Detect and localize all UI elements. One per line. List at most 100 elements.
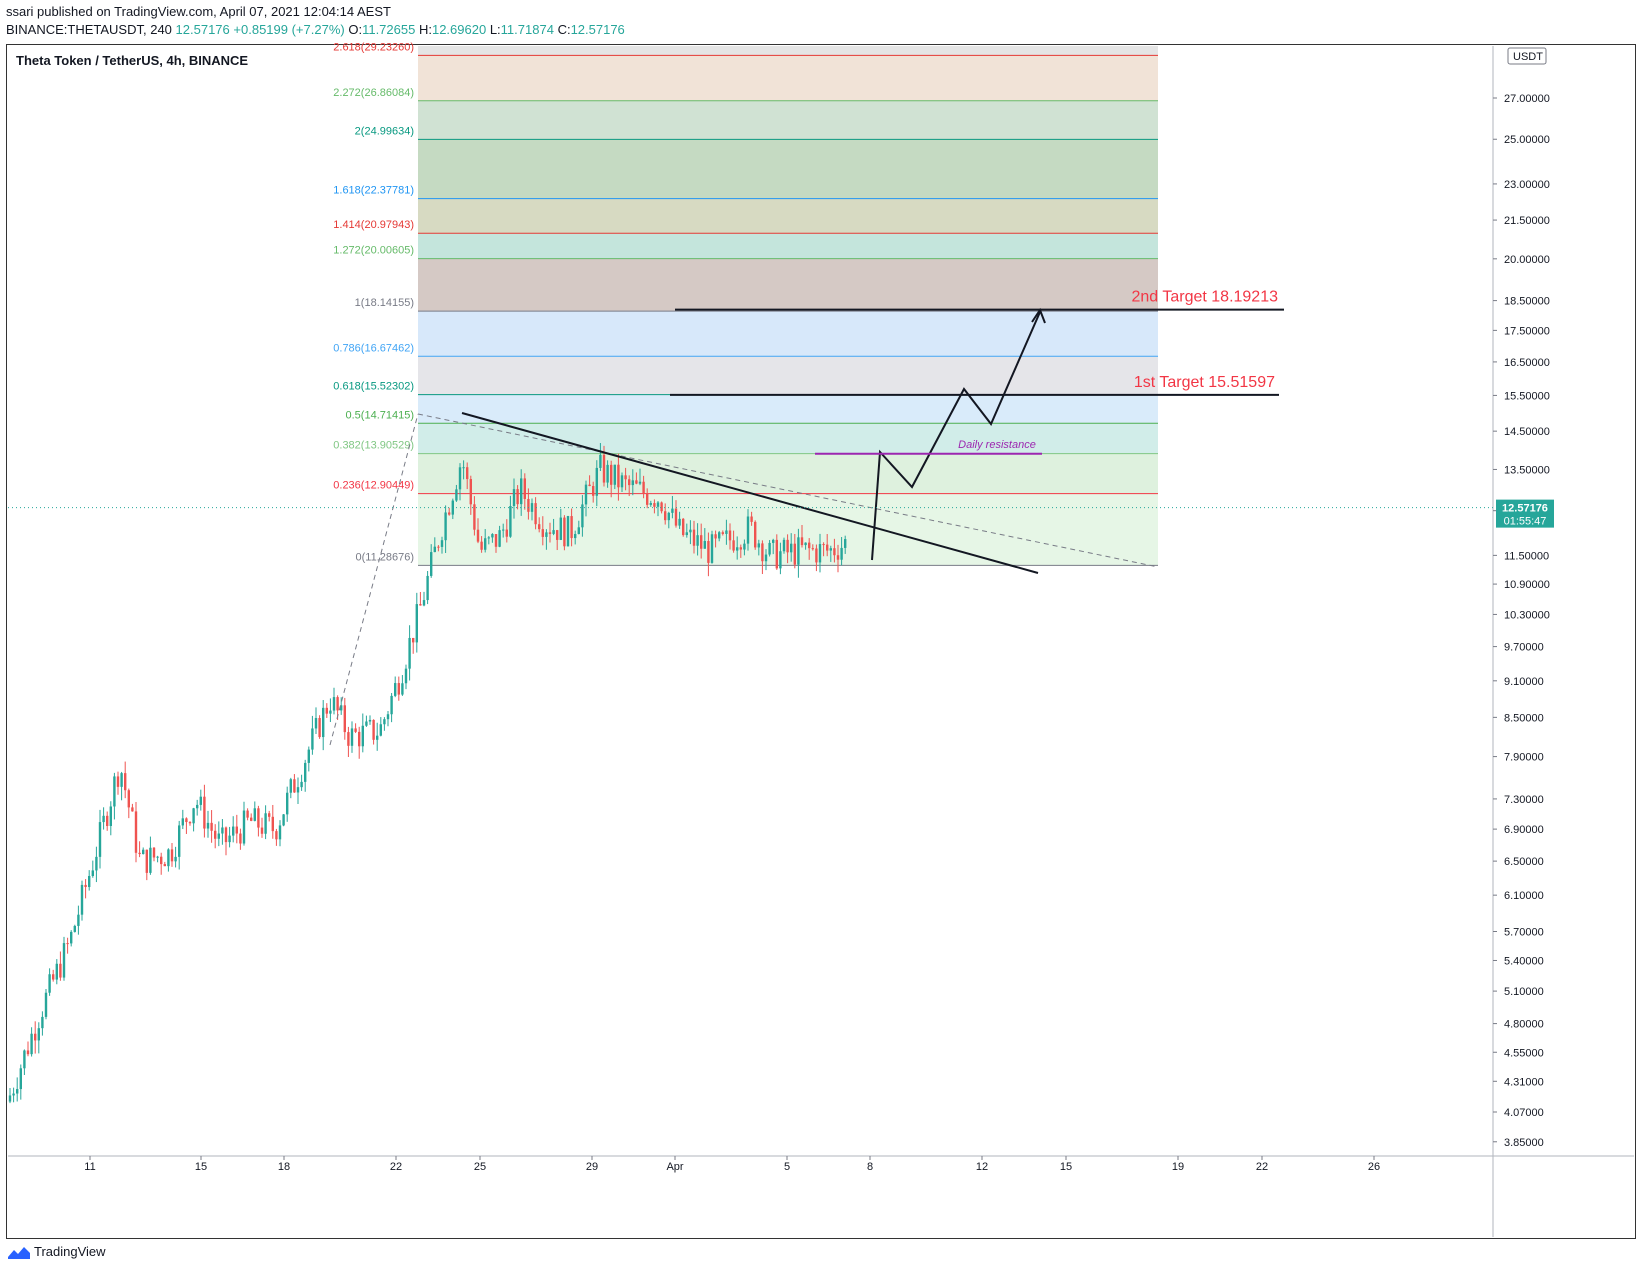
candle-body bbox=[16, 1089, 19, 1094]
candle-body bbox=[610, 464, 613, 485]
x-tick-label: 12 bbox=[976, 1161, 988, 1173]
descending-trendline[interactable] bbox=[461, 412, 1039, 574]
candle-body bbox=[757, 543, 760, 548]
candle-body bbox=[419, 604, 422, 606]
candle-body bbox=[703, 541, 706, 549]
footer-brand[interactable]: TradingView bbox=[8, 1244, 106, 1259]
second-target-label: 2nd Target 18.19213 bbox=[1132, 289, 1279, 306]
candle-body bbox=[545, 532, 548, 537]
candle-body bbox=[84, 884, 87, 888]
candle-body bbox=[304, 762, 307, 782]
y-tick-label: 7.90000 bbox=[1504, 752, 1544, 764]
candle-body bbox=[653, 503, 656, 507]
candle-body bbox=[613, 464, 616, 485]
candle-body bbox=[26, 1050, 30, 1055]
candle-body bbox=[682, 518, 685, 536]
candle-body bbox=[412, 637, 415, 643]
chart-frame bbox=[6, 44, 1636, 1239]
candle-body bbox=[224, 827, 228, 843]
candle-body bbox=[347, 732, 350, 746]
candle-body bbox=[210, 822, 213, 831]
candle-body bbox=[275, 831, 278, 840]
candle-body bbox=[599, 454, 602, 468]
fib-band bbox=[418, 423, 1158, 454]
candle-body bbox=[12, 1093, 15, 1096]
first-target-label: 1st Target 15.51597 bbox=[1134, 374, 1275, 391]
candle-body bbox=[138, 852, 141, 855]
candle-body bbox=[336, 697, 339, 711]
high-label: H: bbox=[418, 22, 432, 37]
candle-body bbox=[199, 796, 202, 805]
y-tick-label: 21.50000 bbox=[1504, 215, 1550, 227]
fib-band bbox=[418, 356, 1158, 395]
candle-body bbox=[800, 537, 804, 546]
candle-body bbox=[484, 538, 487, 550]
candle-body bbox=[498, 530, 501, 547]
candle-body bbox=[8, 1095, 12, 1102]
candle-body bbox=[124, 773, 127, 791]
candle-body bbox=[466, 467, 469, 480]
candle-body bbox=[620, 475, 624, 488]
candle-body bbox=[818, 544, 822, 563]
candle-body bbox=[235, 826, 238, 834]
y-tick-label: 10.30000 bbox=[1504, 609, 1550, 621]
high-value: 12.69620 bbox=[431, 22, 487, 37]
candle-body bbox=[232, 826, 235, 836]
candle-body bbox=[574, 534, 577, 539]
candle-body bbox=[260, 827, 264, 834]
candle-body bbox=[95, 856, 98, 871]
candle-body bbox=[736, 547, 739, 551]
fib-band bbox=[418, 100, 1158, 140]
candle-body bbox=[44, 992, 48, 1017]
candle-body bbox=[548, 532, 552, 534]
y-tick-label: 20.00000 bbox=[1504, 254, 1550, 266]
candle-body bbox=[660, 502, 663, 512]
x-tick-label: 18 bbox=[278, 1161, 290, 1173]
candle-body bbox=[444, 512, 447, 541]
candle-body bbox=[340, 705, 343, 711]
candle-body bbox=[743, 543, 746, 550]
y-tick-label: 25.00000 bbox=[1504, 134, 1550, 146]
candle-body bbox=[718, 532, 721, 539]
candle-body bbox=[624, 475, 627, 480]
x-tick-label: 15 bbox=[1060, 1161, 1072, 1173]
candle-body bbox=[314, 718, 318, 729]
candle-body bbox=[426, 575, 429, 601]
x-tick-label: 29 bbox=[586, 1161, 598, 1173]
candle-body bbox=[55, 963, 58, 980]
candle-body bbox=[192, 808, 195, 824]
candle-body bbox=[804, 542, 807, 546]
candle-body bbox=[779, 551, 782, 569]
candle-body bbox=[73, 925, 76, 932]
last-price-badge bbox=[1496, 499, 1554, 528]
fib-level-label: 0.786(16.67462) bbox=[333, 342, 414, 354]
candle-body bbox=[469, 479, 472, 505]
fib-band bbox=[418, 311, 1158, 357]
candle-body bbox=[354, 728, 357, 732]
candle-body bbox=[379, 724, 382, 736]
candle-body bbox=[786, 539, 789, 553]
candle-body bbox=[764, 554, 768, 562]
candle-body bbox=[437, 546, 440, 548]
candle-body bbox=[732, 540, 735, 551]
close-label: C: bbox=[557, 22, 571, 37]
candle-body bbox=[692, 529, 696, 546]
y-tick-label: 9.10000 bbox=[1504, 676, 1544, 688]
candle-body bbox=[710, 534, 714, 563]
y-tick-label: 17.50000 bbox=[1504, 325, 1550, 337]
candle-body bbox=[264, 813, 267, 834]
currency-badge[interactable] bbox=[1507, 47, 1547, 65]
candle-body bbox=[62, 943, 66, 978]
projection-path[interactable] bbox=[871, 311, 1041, 561]
candle-body bbox=[127, 790, 130, 808]
candle-body bbox=[617, 464, 620, 488]
candle-body bbox=[826, 544, 829, 551]
candle-body bbox=[728, 530, 732, 541]
candle-body bbox=[23, 1050, 26, 1069]
candle-body bbox=[80, 884, 84, 915]
candle-body bbox=[516, 489, 519, 505]
last-price-badge-price: 12.57176 bbox=[1502, 503, 1548, 515]
candle-body bbox=[142, 849, 145, 855]
candle-body bbox=[772, 539, 775, 543]
